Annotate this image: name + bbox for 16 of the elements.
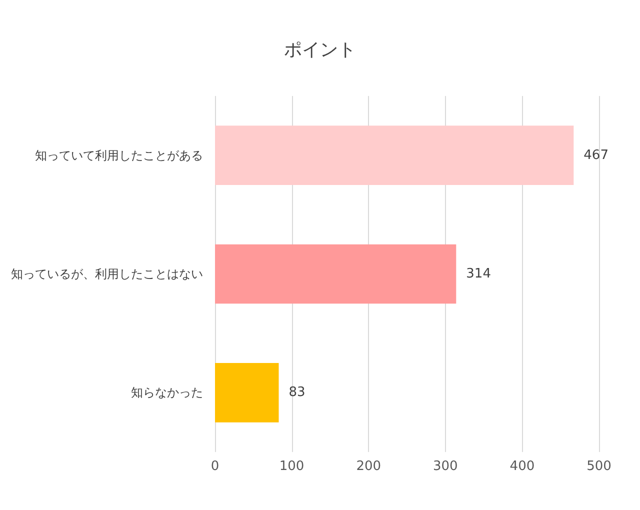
- chart-title: ポイント: [284, 40, 356, 60]
- data-label: 314: [466, 266, 491, 282]
- data-label: 83: [288, 385, 306, 400]
- x-tick-label: 400: [510, 459, 535, 474]
- x-tick-label: 0: [210, 459, 220, 474]
- x-tick-label: 200: [356, 459, 382, 474]
- bar: [215, 244, 456, 304]
- data-label: 467: [584, 148, 608, 163]
- bar: [215, 363, 279, 422]
- x-tick-label: 300: [432, 459, 458, 474]
- y-tick-label: 知らなかった: [131, 386, 203, 400]
- x-tick-label: 500: [586, 459, 612, 474]
- bar: [215, 126, 574, 185]
- y-tick-label: 知っているが、利用したことはない: [11, 267, 203, 281]
- x-tick-label: 100: [279, 459, 304, 474]
- y-tick-label: 知っていて利用したことがある: [35, 148, 203, 162]
